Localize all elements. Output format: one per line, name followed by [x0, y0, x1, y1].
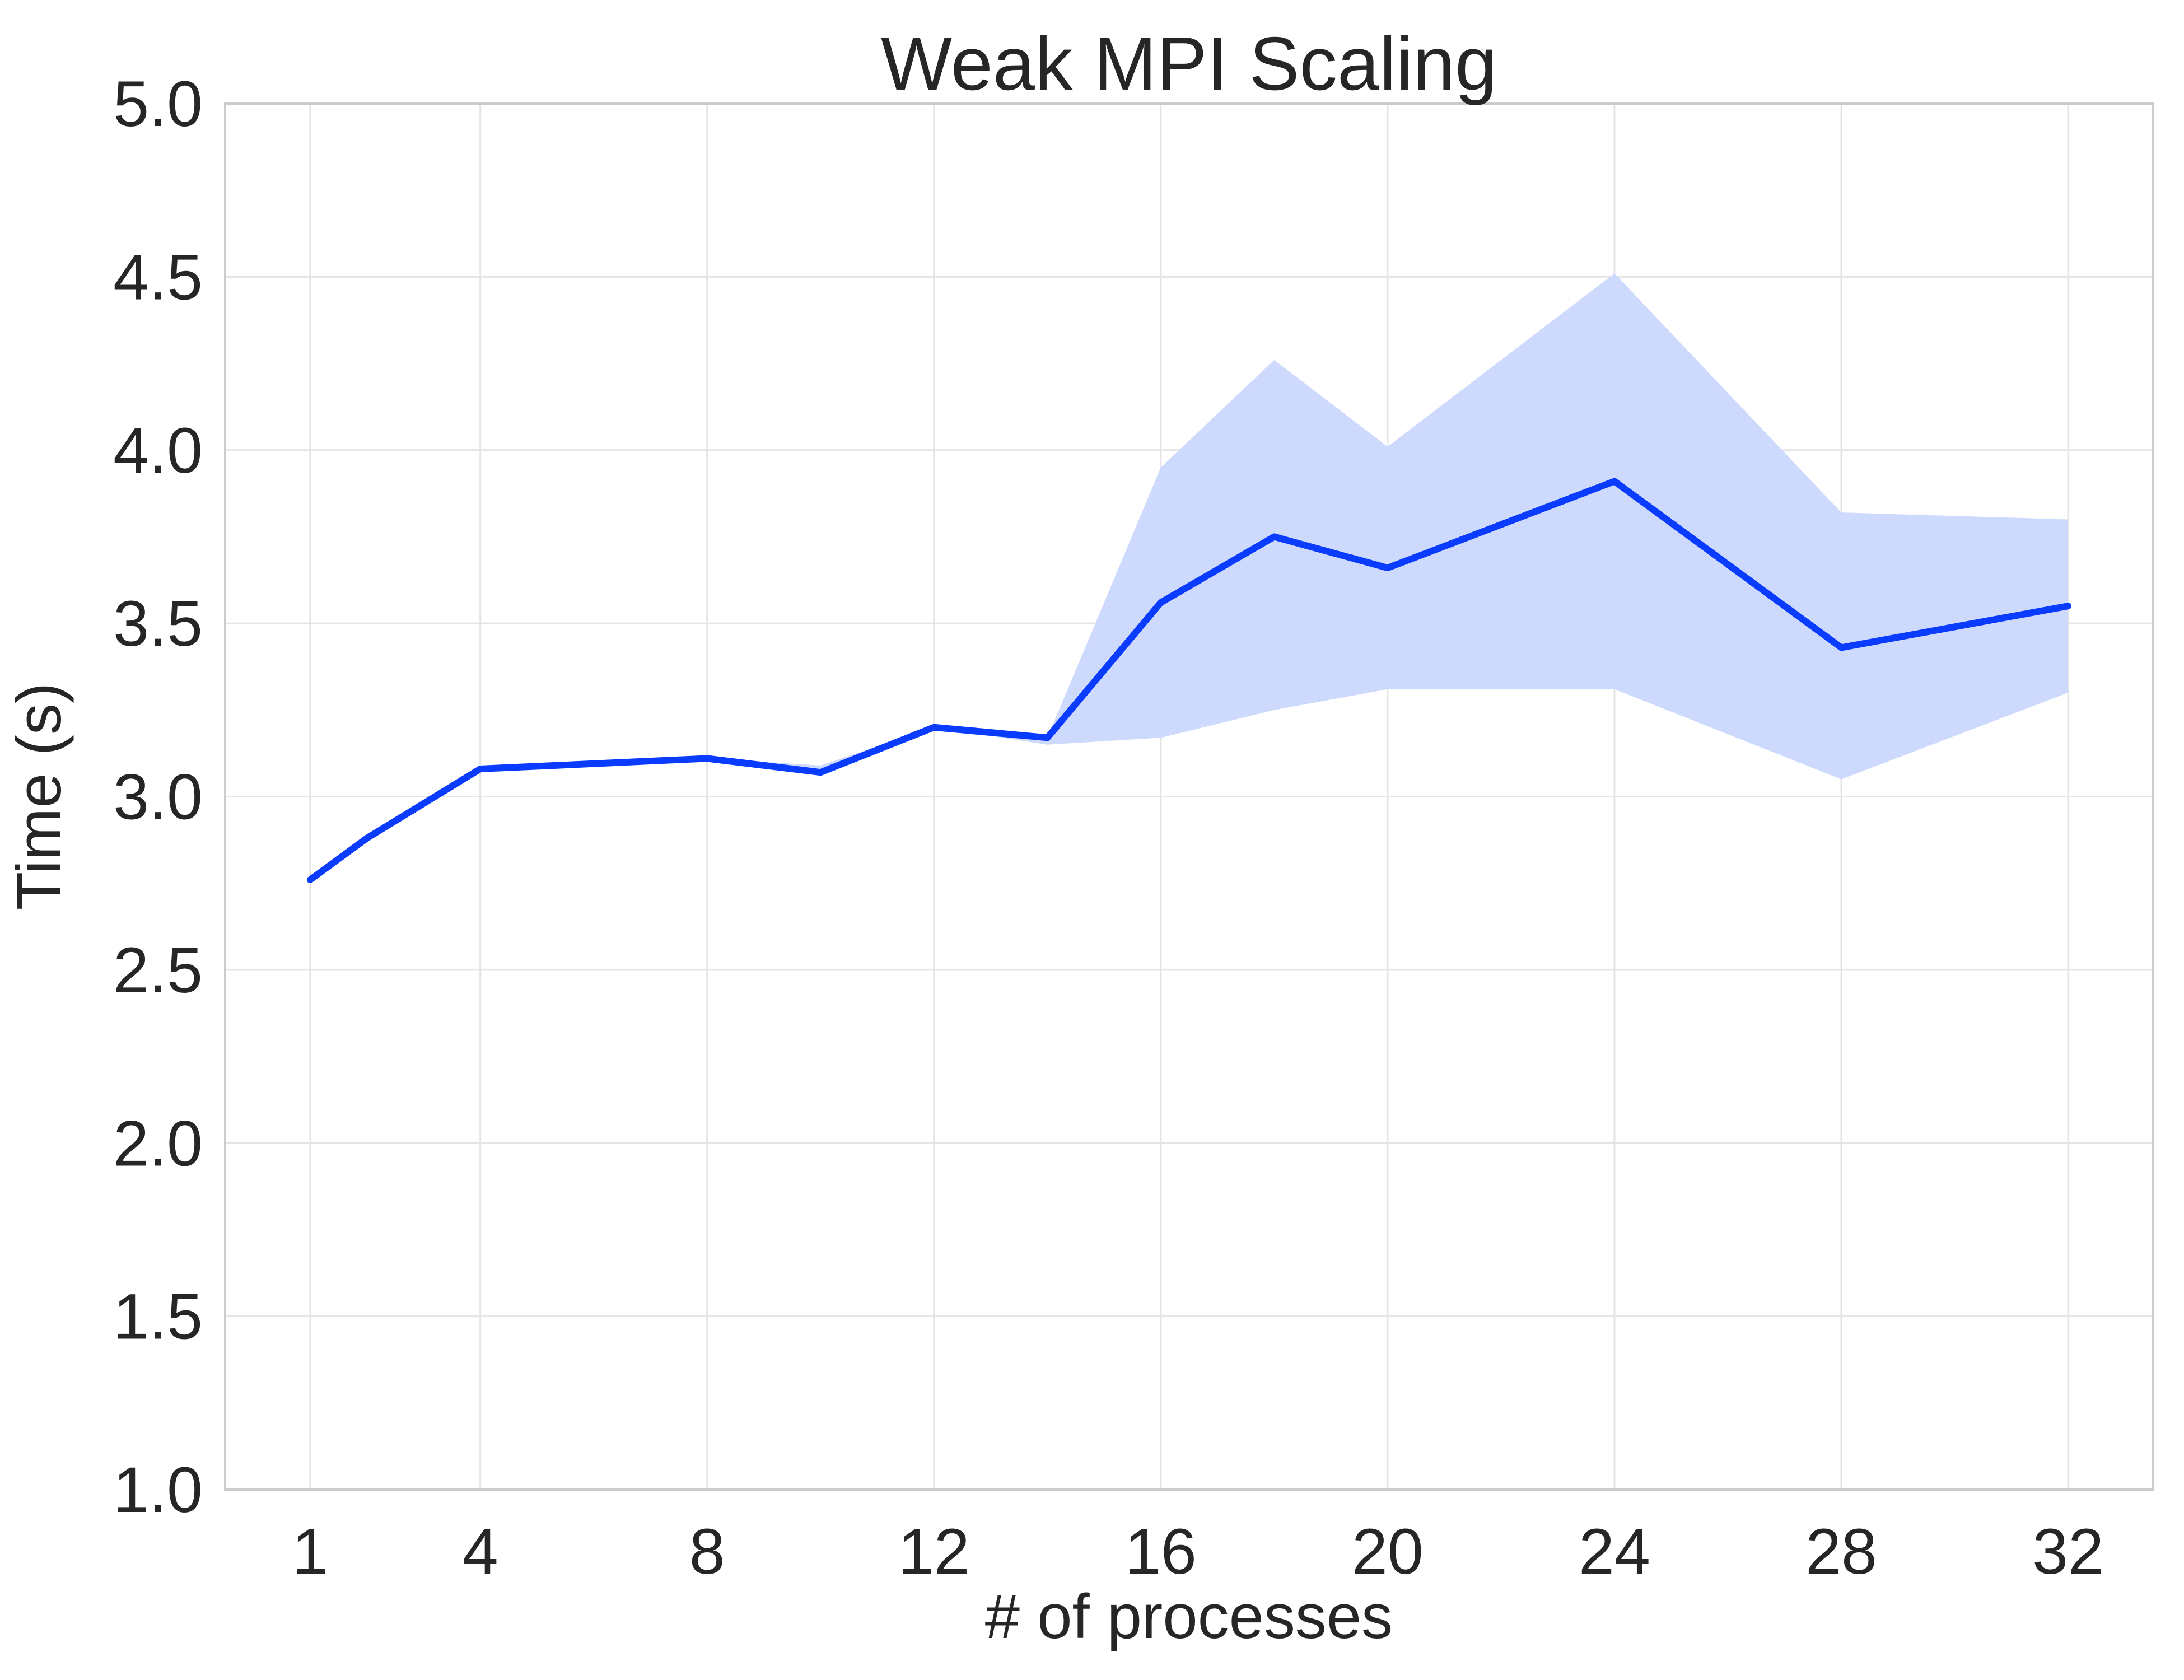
y-tick-label: 1.5 [113, 1281, 203, 1353]
x-tick-label: 12 [898, 1516, 970, 1588]
y-tick-label: 1.0 [113, 1454, 203, 1526]
x-tick-label: 28 [1805, 1516, 1877, 1588]
plot-frame [224, 102, 2154, 1491]
x-tick-label: 8 [689, 1516, 725, 1588]
y-tick-label: 4.5 [113, 241, 203, 313]
x-axis-label: # of processes [985, 1581, 1393, 1651]
series-line [306, 478, 2072, 883]
y-tick-labels: 1.0 1.5 2.0 2.5 3.0 3.5 4.0 4.5 5.0 [113, 68, 203, 1526]
x-tick-label: 20 [1352, 1516, 1424, 1588]
x-tick-label: 1 [292, 1516, 328, 1588]
y-tick-label: 3.5 [113, 588, 203, 660]
confidence-band [310, 273, 2069, 880]
series-line-layer [306, 478, 2072, 883]
x-tick-label: 16 [1125, 1516, 1197, 1588]
grid-lines [225, 102, 2153, 1491]
y-axis-label: Time (s) [4, 683, 74, 910]
x-tick-label: 32 [2032, 1516, 2104, 1588]
y-tick-label: 3.0 [113, 762, 203, 833]
y-tick-label: 2.5 [113, 935, 203, 1006]
confidence-band-layer [310, 273, 2069, 880]
y-tick-label: 2.0 [113, 1108, 203, 1179]
chart-title: Weak MPI Scaling [881, 21, 1497, 106]
x-tick-label: 4 [463, 1516, 498, 1588]
x-tick-label: 24 [1579, 1516, 1650, 1588]
y-tick-label: 5.0 [113, 68, 203, 140]
x-tick-labels: 1 4 8 12 16 20 24 28 32 [292, 1516, 2104, 1588]
y-tick-label: 4.0 [113, 415, 203, 487]
